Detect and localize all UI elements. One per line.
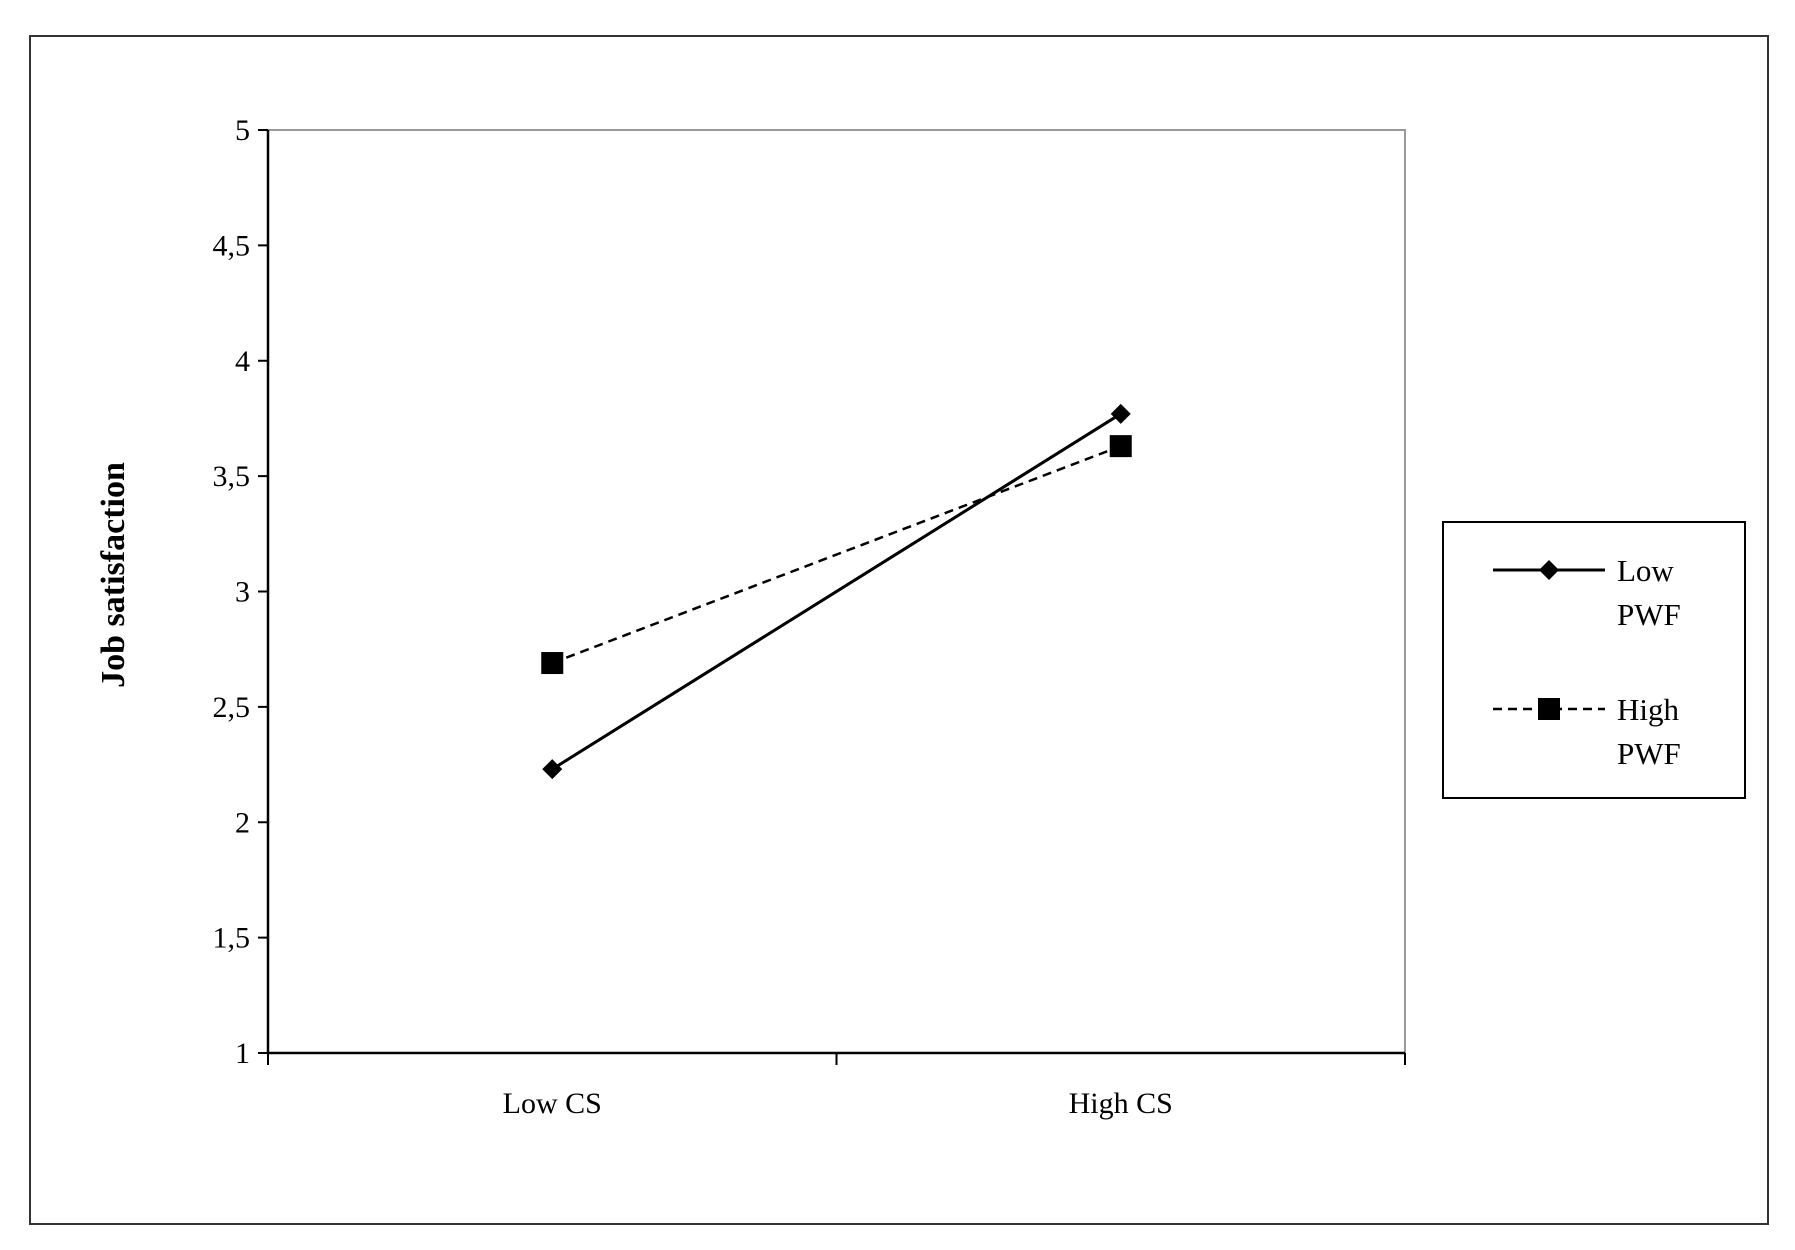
- y-tick-label: 3,5: [213, 460, 251, 493]
- legend: Low PWF High PWF: [1442, 521, 1746, 799]
- series-high-pwf: [541, 435, 1132, 675]
- y-tick-label: 5: [235, 114, 250, 147]
- series-low-pwf: [542, 403, 1131, 780]
- legend-entry: Low PWF: [1493, 553, 1681, 632]
- y-tick-label: 4,5: [213, 229, 251, 262]
- series-line: [551, 444, 1122, 665]
- x-tick-label: Low CS: [503, 1087, 602, 1120]
- legend-label: PWF: [1617, 736, 1681, 771]
- legend-entry: High PWF: [1493, 692, 1681, 771]
- y-tick-label: 2: [235, 806, 250, 839]
- x-axis: Low CS High CS: [267, 1051, 1406, 1120]
- y-tick-label: 3: [235, 576, 250, 609]
- diamond-marker: [1539, 560, 1559, 580]
- series-layer: [541, 403, 1132, 780]
- series-line: [551, 412, 1122, 771]
- y-tick-label: 4: [235, 345, 250, 378]
- square-marker: [1109, 435, 1132, 458]
- legend-box: [1442, 521, 1746, 799]
- y-tick-label: 2,5: [213, 691, 251, 724]
- legend-label: High: [1617, 692, 1680, 727]
- diamond-marker: [542, 759, 563, 780]
- square-marker: [541, 652, 564, 675]
- y-tick-label: 1,5: [213, 922, 251, 955]
- legend-label: Low: [1617, 553, 1674, 588]
- diamond-marker: [1110, 403, 1131, 424]
- square-marker: [1538, 698, 1560, 720]
- y-axis: 1 1,5 2 2,5 3 3,5 4 4,5 5: [213, 114, 270, 1070]
- y-tick-label: 1: [235, 1037, 250, 1070]
- legend-label: PWF: [1617, 597, 1681, 632]
- y-axis-title: Job satisfaction: [95, 462, 132, 688]
- x-tick-label: High CS: [1069, 1087, 1173, 1120]
